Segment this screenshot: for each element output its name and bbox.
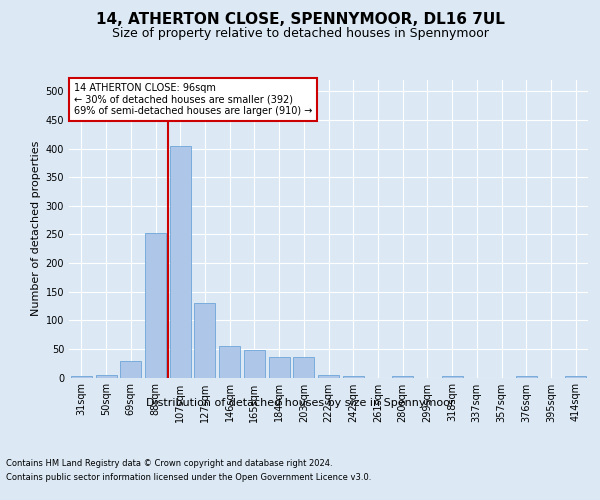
Y-axis label: Number of detached properties: Number of detached properties: [31, 141, 41, 316]
Bar: [392, 376, 413, 378]
Text: Distribution of detached houses by size in Spennymoor: Distribution of detached houses by size …: [146, 398, 454, 407]
Text: 14 ATHERTON CLOSE: 96sqm
← 30% of detached houses are smaller (392)
69% of semi-: 14 ATHERTON CLOSE: 96sqm ← 30% of detach…: [74, 83, 313, 116]
Bar: [293, 358, 314, 378]
Text: Contains HM Land Registry data © Crown copyright and database right 2024.: Contains HM Land Registry data © Crown c…: [6, 458, 332, 468]
Bar: [219, 346, 240, 378]
Text: Size of property relative to detached houses in Spennymoor: Size of property relative to detached ho…: [112, 28, 488, 40]
Bar: [244, 350, 265, 378]
Bar: [318, 374, 339, 378]
Bar: [194, 303, 215, 378]
Bar: [442, 376, 463, 378]
Text: 14, ATHERTON CLOSE, SPENNYMOOR, DL16 7UL: 14, ATHERTON CLOSE, SPENNYMOOR, DL16 7UL: [95, 12, 505, 28]
Bar: [71, 376, 92, 378]
Bar: [565, 376, 586, 378]
Bar: [95, 374, 116, 378]
Bar: [516, 376, 537, 378]
Bar: [170, 146, 191, 378]
Bar: [269, 358, 290, 378]
Bar: [343, 376, 364, 378]
Bar: [145, 233, 166, 378]
Bar: [120, 362, 141, 378]
Text: Contains public sector information licensed under the Open Government Licence v3: Contains public sector information licen…: [6, 474, 371, 482]
